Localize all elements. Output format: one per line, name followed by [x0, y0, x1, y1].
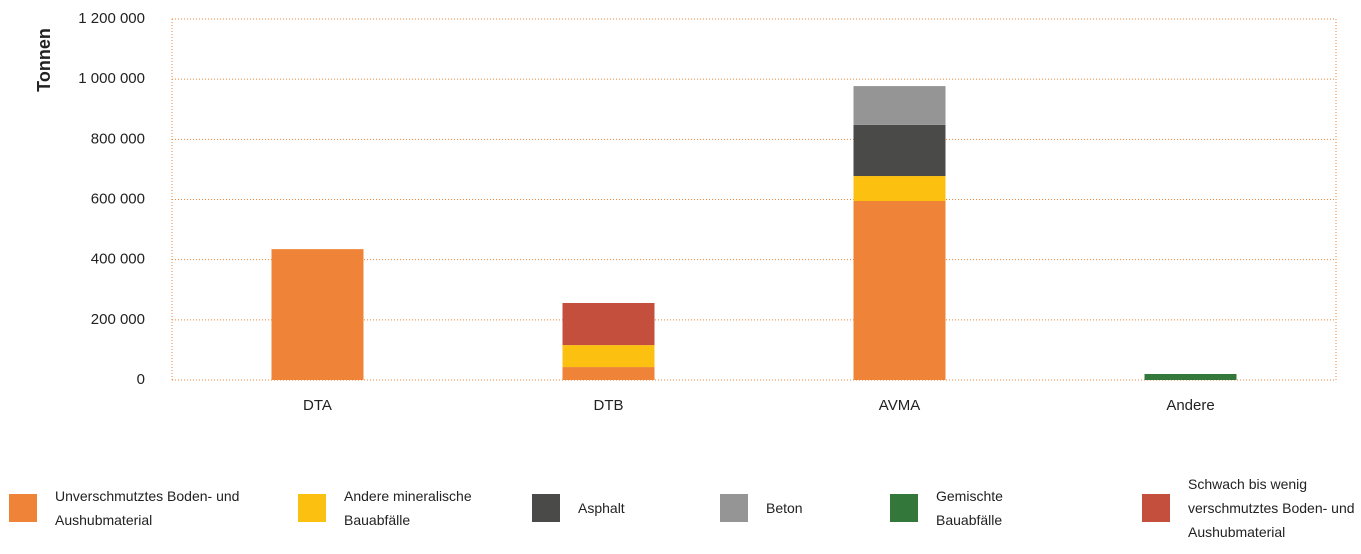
x-tick-label: Andere — [1166, 397, 1214, 414]
x-tick-label: AVMA — [879, 397, 920, 414]
legend-item: Beton — [720, 478, 866, 538]
legend-label: Schwach bis wenig verschmutztes Boden- u… — [1188, 476, 1355, 540]
legend-item: Asphalt — [532, 478, 678, 538]
legend-swatch — [532, 494, 560, 522]
legend-swatch — [1142, 494, 1170, 522]
y-axis-label: Tonnen — [34, 28, 54, 92]
bar-segment — [853, 86, 946, 125]
legend-label: Beton — [766, 500, 803, 516]
legend-item: Unverschmutztes Boden- und Aushubmateria… — [9, 478, 255, 538]
bar-segment — [853, 201, 946, 380]
legend-label: Unverschmutztes Boden- und Aushubmateria… — [55, 488, 240, 528]
legend-swatch — [298, 494, 326, 522]
legend-label: Gemischte Bauabfälle — [936, 488, 1003, 528]
bar-segment — [271, 249, 364, 380]
bar-segment — [1144, 373, 1237, 380]
chart: Tonnen 0 200 000 400 000 600 000 800 000 1 00… — [34, 10, 1337, 414]
y-tick-label: 800 000 — [91, 130, 145, 147]
y-tick-label: 200 000 — [91, 311, 145, 328]
y-tick-label: 400 000 — [91, 251, 145, 268]
legend-label: Andere mineralische Bauabfälle — [344, 488, 472, 528]
bar-segment — [562, 367, 655, 380]
legend-item: Andere mineralische Bauabfälle — [298, 478, 514, 538]
legend-swatch — [720, 494, 748, 522]
legend-item: Gemischte Bauabfälle — [890, 478, 1056, 538]
bar-segment — [853, 176, 946, 202]
y-tick-label: 600 000 — [91, 190, 145, 207]
x-tick-label: DTA — [303, 397, 332, 414]
bar-segment — [562, 345, 655, 368]
legend-label: Asphalt — [578, 500, 625, 516]
y-tick-label: 1 000 000 — [78, 70, 145, 87]
bar-segment — [853, 124, 946, 177]
legend-item: Schwach bis wenig verschmutztes Boden- u… — [1142, 476, 1361, 540]
bar-segment — [562, 302, 655, 346]
legend-swatch — [890, 494, 918, 522]
y-tick-label: 0 — [137, 371, 145, 388]
legend-swatch — [9, 494, 37, 522]
y-tick-label: 1 200 000 — [78, 10, 145, 27]
x-tick-label: DTB — [594, 397, 624, 414]
